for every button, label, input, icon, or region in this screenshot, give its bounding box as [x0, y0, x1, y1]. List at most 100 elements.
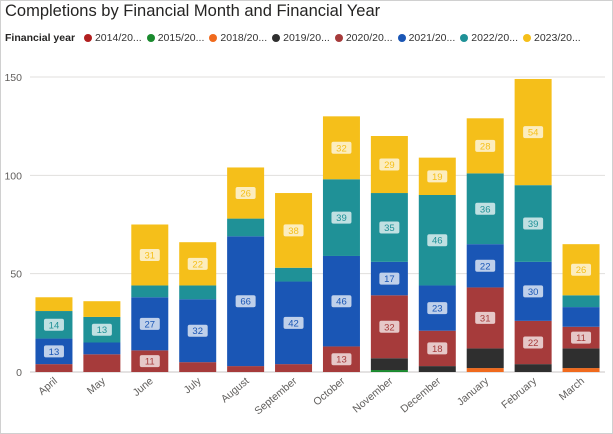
data-label: 46 — [427, 234, 448, 247]
data-label: 46 — [331, 295, 352, 308]
data-label-bg — [139, 248, 160, 261]
data-label: 36 — [475, 202, 496, 215]
legend-item[interactable]: 2018/20... — [209, 32, 267, 44]
legend-items: 2014/20... 2015/20... 2018/20... 2019/20...… — [83, 32, 586, 44]
data-label: 27 — [139, 317, 160, 330]
x-tick-label: December — [398, 375, 443, 416]
legend-marker — [209, 33, 218, 42]
bar-segment — [35, 364, 73, 372]
x-tick-label: January — [455, 375, 492, 409]
data-label-bg — [139, 355, 160, 368]
data-label-bg — [427, 302, 448, 315]
legend-item[interactable]: 2023/20... — [523, 32, 581, 44]
bar-segment — [562, 295, 600, 308]
data-label: 66 — [235, 295, 256, 308]
legend-item[interactable]: 2021/20... — [397, 32, 456, 44]
data-label-text: 38 — [288, 226, 299, 237]
data-label-bg — [379, 221, 400, 234]
legend-title: Financial year — [5, 32, 76, 44]
bar-segment — [370, 370, 408, 372]
data-label: 13 — [331, 353, 352, 366]
data-label-text: 22 — [528, 338, 539, 349]
data-label: 32 — [331, 141, 352, 154]
bar-segment — [131, 285, 169, 298]
legend-item[interactable]: 2022/20... — [460, 32, 518, 44]
bar-segment — [466, 368, 504, 372]
data-label-text: 36 — [480, 204, 491, 215]
bar-segment — [83, 342, 121, 355]
x-tick-label: November — [350, 375, 395, 416]
bar-segment — [227, 366, 265, 372]
legend-item[interactable]: 2014/20... — [83, 32, 142, 44]
legend-label: 2020/20... — [345, 32, 393, 44]
data-label: 32 — [187, 324, 208, 337]
data-label-text: 30 — [528, 287, 539, 298]
x-tick-label: March — [557, 375, 587, 403]
legend-marker — [146, 33, 155, 42]
legend-marker — [334, 33, 343, 42]
legend-label: 2021/20... — [408, 32, 456, 44]
data-label-text: 31 — [480, 313, 491, 324]
data-label-text: 46 — [336, 297, 347, 308]
bar-segment — [514, 364, 552, 372]
data-label: 22 — [187, 257, 208, 270]
x-tick-label: August — [219, 375, 252, 405]
x-tick-label: April — [36, 375, 60, 398]
legend-marker — [397, 33, 406, 42]
bar-segment — [179, 362, 217, 372]
data-label-bg — [331, 211, 352, 224]
bar-segment — [562, 307, 600, 327]
data-label-text: 39 — [528, 219, 539, 230]
data-label: 35 — [379, 221, 400, 234]
x-tick-label: October — [311, 375, 348, 409]
data-label: 38 — [283, 224, 304, 237]
legend-label: 2014/20... — [94, 32, 142, 44]
data-label-text: 32 — [336, 143, 347, 154]
data-label-bg — [331, 295, 352, 308]
data-label: 17 — [379, 272, 400, 285]
bar-segment — [179, 285, 217, 300]
data-label: 42 — [283, 316, 304, 329]
data-label-bg — [475, 139, 496, 152]
data-label-text: 46 — [432, 236, 443, 247]
legend-item[interactable]: 2015/20... — [146, 32, 204, 44]
data-label-text: 17 — [384, 274, 395, 285]
data-label-text: 32 — [192, 326, 203, 337]
legend-label: 2019/20... — [283, 32, 330, 44]
data-label-text: 14 — [49, 320, 60, 331]
data-label-text: 18 — [432, 344, 443, 355]
data-label-text: 35 — [384, 223, 395, 234]
data-label: 13 — [43, 345, 64, 358]
data-label-text: 39 — [336, 213, 347, 224]
data-label: 18 — [427, 342, 448, 355]
data-label: 22 — [475, 259, 496, 272]
legend-item[interactable]: 2020/20... — [334, 32, 393, 44]
data-label-text: 26 — [576, 265, 587, 276]
bar-segment — [275, 267, 313, 282]
data-label-bg — [475, 202, 496, 215]
data-label-text: 66 — [240, 297, 251, 308]
data-label-text: 27 — [145, 319, 156, 330]
data-label: 11 — [571, 331, 592, 344]
data-label-bg — [379, 158, 400, 171]
data-label: 29 — [379, 158, 400, 171]
legend-item[interactable]: 2019/20... — [272, 32, 330, 44]
bar-segment — [562, 368, 600, 372]
legend-label: 2018/20... — [220, 32, 268, 44]
data-label: 22 — [523, 336, 544, 349]
data-label: 26 — [571, 263, 592, 276]
data-label: 31 — [139, 248, 160, 261]
x-tick-label: July — [182, 375, 205, 397]
x-tick-label: June — [131, 375, 156, 399]
data-label: 39 — [523, 217, 544, 230]
data-label-text: 23 — [432, 304, 443, 315]
legend-marker — [460, 33, 469, 42]
data-label-text: 32 — [384, 322, 395, 333]
data-label: 19 — [427, 170, 448, 183]
legend-marker — [272, 33, 281, 42]
data-label-text: 31 — [145, 250, 156, 261]
data-label-text: 42 — [288, 318, 299, 329]
data-label-text: 11 — [145, 357, 155, 368]
data-label: 23 — [427, 302, 448, 315]
